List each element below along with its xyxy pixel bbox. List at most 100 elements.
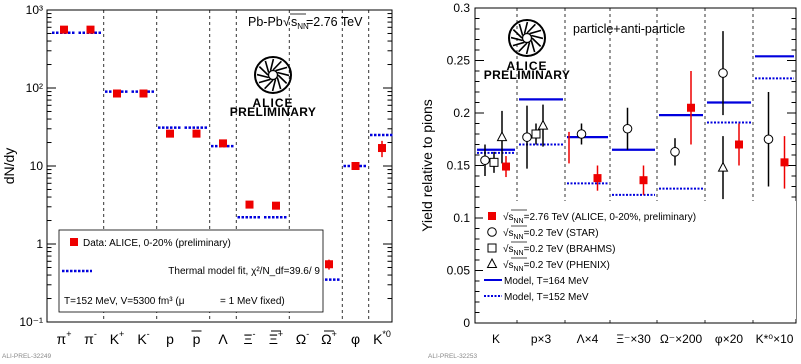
x-category-sup: - [147,329,150,339]
data-point [523,133,532,142]
legend-entry: Model, T=164 MeV [504,276,589,287]
x-category-symbol: p [193,331,201,347]
y-tick-label: 0.1 [453,211,470,225]
x-category-label: Ξ- [243,329,255,347]
data-point [532,130,540,138]
data-point [781,158,789,166]
data-point [594,174,602,182]
panel-title: particle+anti-particle [573,22,685,36]
logo-subtext: PRELIMINARY [484,68,571,82]
logo-spoke [259,79,271,82]
legend-entry-part: NN [514,234,524,241]
x-category-symbol: π [57,331,67,347]
data-point [481,156,490,165]
x-category-sup: - [253,329,256,339]
legend-marker [488,244,496,252]
y-tick-label: 0 [463,316,470,330]
logo-spoke [530,30,542,33]
x-category-label: p [193,331,201,347]
legend-entry-part: NN [514,218,524,225]
legend-entry-part: NN [514,250,524,257]
x-category-label: π+ [57,329,72,347]
x-category-symbol: p [166,331,174,347]
logo-spoke [519,24,522,36]
data-point [719,163,728,172]
x-category-sup: + [119,329,124,339]
x-category-symbol: π [84,331,94,347]
y-tick-label: 10⁻¹ [19,315,43,329]
x-category-label: K*⁰×10 [756,332,794,346]
legend-entry-part: √s [503,211,514,223]
legend-entry: √sNN=2.76 TeV (ALICE, 0-20%, preliminary… [503,211,696,225]
logo-spoke [276,67,288,70]
data-point [719,69,728,78]
energy-sqrt: √ [283,15,290,29]
x-category-label: K- [137,329,149,347]
data-point [219,139,227,147]
data-point [490,158,498,166]
x-category-sup: - [94,329,97,339]
x-category-symbol: Ξ [243,331,252,347]
y-tick-label: 10² [26,81,43,95]
y-tick-label: 0.25 [447,54,471,68]
x-category-label: K+ [110,329,125,347]
x-category-symbol: Ω [296,331,306,347]
legend-entry-data: Data: ALICE, 0-20% (preliminary) [83,238,231,249]
legend-entry-part: √s [503,243,514,255]
x-category-label: Ξ⁻×30 [616,332,651,346]
data-point [113,90,121,98]
data-point [378,144,386,152]
x-category-symbol: Ξ [269,331,278,347]
y-tick-label: 10³ [26,3,43,17]
x-category-symbol: Ω [321,331,331,347]
x-category-label: φ [351,331,360,347]
legend-marker [488,212,496,220]
logo-spoke [531,41,534,53]
y-tick-label: 1 [36,237,43,251]
data-point [325,260,333,268]
x-category-label: Ω+ [321,329,337,347]
x-category-label: Ξ+ [269,329,283,347]
logo-spoke [513,42,525,45]
x-category-label: K [492,332,500,346]
credit-label: ALI-PREL-32253 [428,353,478,360]
data-point [166,130,174,138]
data-point [60,26,68,34]
x-category-label: Ω⁻×200 [660,332,703,346]
x-category-sup: *0 [382,329,391,339]
data-point [577,130,586,139]
logo-hub [523,34,532,43]
y-tick-label: 0.2 [453,106,470,120]
legend-params: T=152 MeV, V=5300 fm³ (μ [64,296,185,307]
y-tick-label: 0.3 [453,1,470,15]
legend-entry: Model, T=152 MeV [504,292,589,303]
legend-entry-part: =0.2 TeV (BRAHMS) [524,244,616,255]
chart-right: 00.050.10.150.20.250.3Yield relative to … [419,1,796,360]
data-point [502,163,510,171]
energy-sqrt-part: √ [283,15,290,29]
legend-entry-part: √s [503,259,514,271]
legend-entry-part: =0.2 TeV (PHENIX) [524,260,610,271]
energy-value: =2.76 TeV [306,15,363,29]
data-point [764,135,773,144]
x-category-label: K*0 [373,329,391,347]
x-category-label: Λ [218,331,228,347]
data-point [539,121,548,130]
x-category-label: φ×20 [715,332,743,346]
data-point [671,148,680,157]
y-axis-title: Yield relative to pions [419,99,435,232]
logo-spoke [265,61,268,73]
panel-title: Pb-Pb [248,15,283,29]
data-point [735,141,743,149]
data-point [193,130,201,138]
data-point [246,201,254,209]
x-category-sup: - [306,329,309,339]
data-point [687,104,695,112]
logo-subtext: PRELIMINARY [230,105,317,119]
x-category-sup: + [66,329,71,339]
y-tick-label: 0.15 [447,159,471,173]
legend-entry-part: =2.76 TeV (ALICE, 0-20%, preliminary) [524,212,696,223]
